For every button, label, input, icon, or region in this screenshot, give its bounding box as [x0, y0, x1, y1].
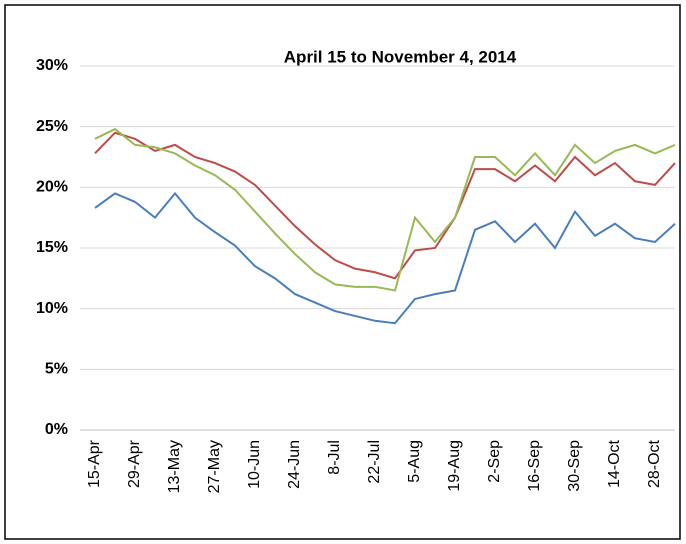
x-tick-label: 27-May: [206, 440, 223, 493]
x-tick-label: 16-Sep: [526, 440, 543, 492]
series-line: [94, 191, 676, 325]
x-tick-label: 29-Apr: [126, 439, 143, 488]
x-tick-label: 10-Jun: [246, 440, 263, 489]
y-tick-label: 25%: [36, 118, 68, 135]
y-tick-label: 5%: [45, 361, 68, 378]
x-tick-label: 19-Aug: [446, 440, 463, 492]
x-tick-label: 30-Sep: [566, 440, 583, 492]
y-tick-label: 30%: [36, 57, 68, 74]
x-tick-label: 28-Oct: [646, 439, 663, 488]
x-tick-label: 22-Jul: [366, 440, 383, 484]
y-tick-label: 0%: [45, 421, 68, 438]
x-tick-label: 8-Jul: [326, 440, 343, 475]
y-tick-label: 10%: [36, 300, 68, 317]
x-tick-label: 15-Apr: [86, 439, 103, 488]
series-line: [94, 131, 676, 280]
chart-title: April 15 to November 4, 2014: [284, 47, 517, 66]
x-tick-label: 2-Sep: [486, 440, 503, 483]
x-tick-label: 5-Aug: [406, 440, 423, 483]
x-tick-label: 13-May: [166, 440, 183, 493]
y-tick-label: 15%: [36, 239, 68, 256]
series-line: [94, 127, 676, 292]
chart-border: [4, 4, 681, 540]
x-tick-label: 14-Oct: [606, 439, 623, 488]
x-tick-label: 24-Jun: [286, 440, 303, 489]
y-tick-label: 20%: [36, 179, 68, 196]
